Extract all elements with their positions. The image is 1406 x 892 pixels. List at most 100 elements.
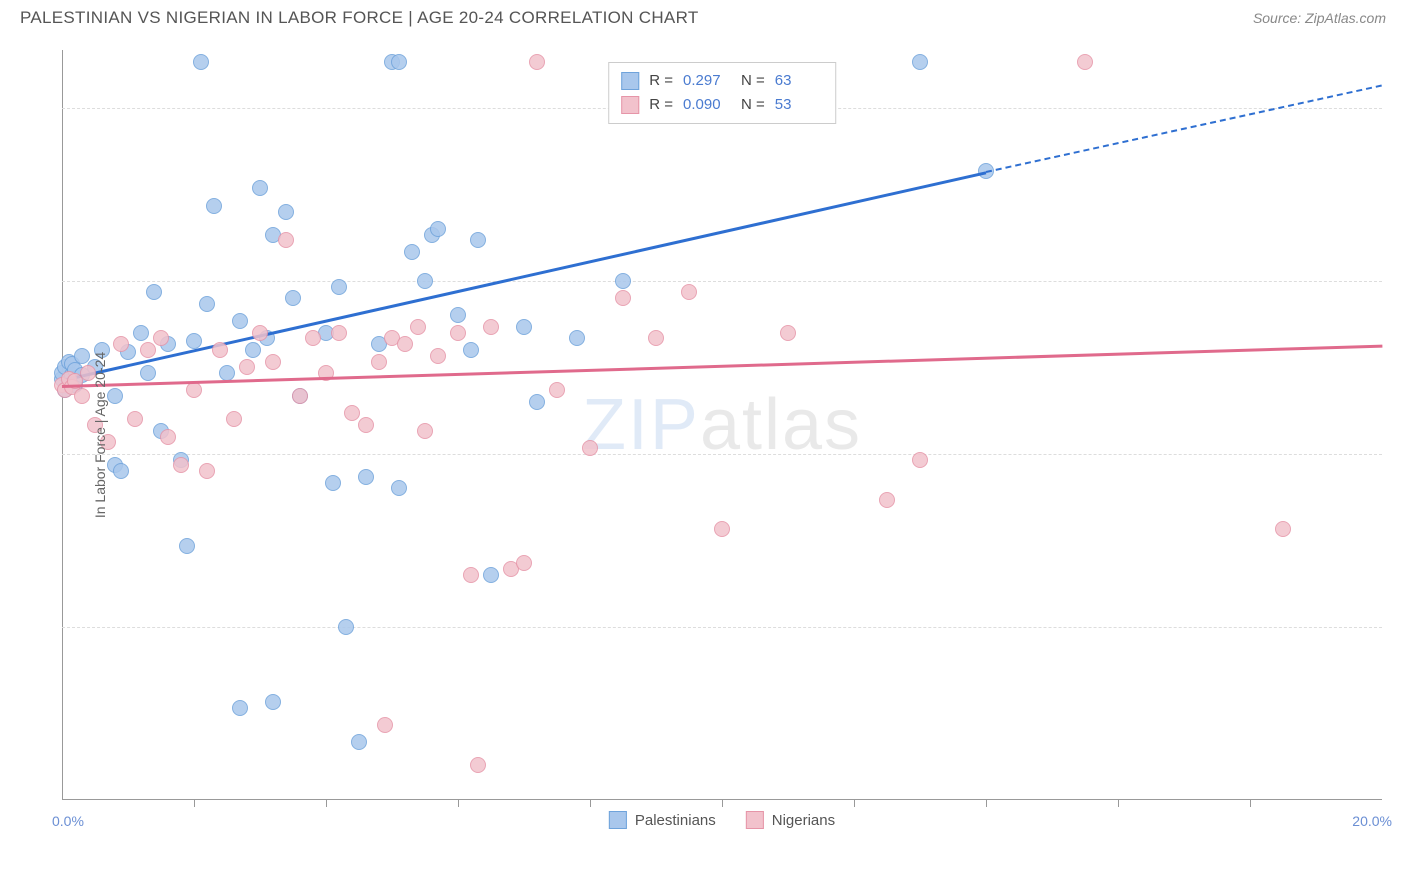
scatter-point-nigerians <box>278 232 294 248</box>
scatter-point-palestinians <box>219 365 235 381</box>
scatter-point-nigerians <box>113 336 129 352</box>
x-tick <box>986 799 987 807</box>
gridline <box>62 281 1382 282</box>
y-tick-label: 55.0% <box>1394 619 1406 635</box>
legend-n-label: N = <box>741 93 765 117</box>
scatter-point-palestinians <box>113 463 129 479</box>
scatter-point-nigerians <box>450 325 466 341</box>
scatter-point-palestinians <box>265 694 281 710</box>
legend-n-value: 53 <box>775 93 823 117</box>
scatter-point-palestinians <box>179 538 195 554</box>
scatter-point-nigerians <box>483 319 499 335</box>
scatter-point-nigerians <box>463 567 479 583</box>
x-tick <box>1250 799 1251 807</box>
scatter-point-nigerians <box>252 325 268 341</box>
scatter-point-nigerians <box>173 457 189 473</box>
scatter-point-palestinians <box>450 307 466 323</box>
scatter-point-nigerians <box>648 330 664 346</box>
x-tick <box>590 799 591 807</box>
scatter-point-palestinians <box>325 475 341 491</box>
scatter-point-palestinians <box>140 365 156 381</box>
scatter-point-palestinians <box>463 342 479 358</box>
scatter-point-nigerians <box>529 54 545 70</box>
scatter-point-palestinians <box>252 180 268 196</box>
legend-series-label: Nigerians <box>772 812 835 829</box>
scatter-point-nigerians <box>615 290 631 306</box>
scatter-point-nigerians <box>780 325 796 341</box>
scatter-point-nigerians <box>292 388 308 404</box>
scatter-point-nigerians <box>226 411 242 427</box>
legend-r-value: 0.297 <box>683 69 731 93</box>
plot-area: ZIPatlas 55.0%70.0%85.0%100.0%0.0%20.0%R… <box>62 50 1382 800</box>
scatter-point-nigerians <box>160 429 176 445</box>
trend-line-palestinians <box>62 171 987 381</box>
scatter-point-nigerians <box>410 319 426 335</box>
scatter-point-nigerians <box>239 359 255 375</box>
x-tick <box>326 799 327 807</box>
scatter-point-palestinians <box>278 204 294 220</box>
x-tick <box>722 799 723 807</box>
scatter-point-nigerians <box>714 521 730 537</box>
watermark-atlas: atlas <box>700 385 862 465</box>
y-tick-label: 70.0% <box>1394 446 1406 462</box>
x-axis-max-label: 20.0% <box>1352 813 1392 829</box>
scatter-point-palestinians <box>569 330 585 346</box>
scatter-point-nigerians <box>879 492 895 508</box>
x-axis-min-label: 0.0% <box>52 813 84 829</box>
scatter-point-nigerians <box>305 330 321 346</box>
scatter-point-palestinians <box>391 480 407 496</box>
scatter-point-nigerians <box>549 382 565 398</box>
scatter-point-palestinians <box>232 313 248 329</box>
y-tick-label: 85.0% <box>1394 273 1406 289</box>
scatter-point-nigerians <box>153 330 169 346</box>
chart-header: PALESTINIAN VS NIGERIAN IN LABOR FORCE |… <box>0 0 1406 32</box>
scatter-point-palestinians <box>470 232 486 248</box>
scatter-point-palestinians <box>516 319 532 335</box>
chart-container: ZIPatlas 55.0%70.0%85.0%100.0%0.0%20.0%R… <box>62 40 1382 830</box>
scatter-point-palestinians <box>912 54 928 70</box>
legend-r-value: 0.090 <box>683 93 731 117</box>
legend-r-label: R = <box>649 93 673 117</box>
scatter-point-palestinians <box>107 388 123 404</box>
scatter-point-nigerians <box>358 417 374 433</box>
scatter-point-palestinians <box>404 244 420 260</box>
scatter-point-nigerians <box>417 423 433 439</box>
x-tick <box>194 799 195 807</box>
scatter-point-nigerians <box>74 388 90 404</box>
scatter-point-nigerians <box>681 284 697 300</box>
scatter-point-nigerians <box>212 342 228 358</box>
legend-stats-row: R = 0.090 N = 53 <box>621 93 823 117</box>
legend-swatch <box>621 96 639 114</box>
scatter-point-palestinians <box>74 348 90 364</box>
scatter-point-nigerians <box>912 452 928 468</box>
scatter-point-palestinians <box>351 734 367 750</box>
y-tick-label: 100.0% <box>1394 100 1406 116</box>
scatter-point-nigerians <box>140 342 156 358</box>
scatter-point-nigerians <box>344 405 360 421</box>
legend-series-label: Palestinians <box>635 812 716 829</box>
scatter-point-nigerians <box>470 757 486 773</box>
y-axis-line <box>62 50 63 799</box>
scatter-point-palestinians <box>245 342 261 358</box>
legend-swatch <box>746 811 764 829</box>
scatter-point-nigerians <box>1275 521 1291 537</box>
legend-swatch <box>609 811 627 829</box>
legend-r-label: R = <box>649 69 673 93</box>
scatter-point-palestinians <box>232 700 248 716</box>
scatter-point-palestinians <box>391 54 407 70</box>
scatter-point-nigerians <box>430 348 446 364</box>
scatter-point-palestinians <box>146 284 162 300</box>
watermark-zip: ZIP <box>582 385 700 465</box>
scatter-point-nigerians <box>265 354 281 370</box>
scatter-point-nigerians <box>1077 54 1093 70</box>
scatter-point-nigerians <box>397 336 413 352</box>
scatter-point-palestinians <box>133 325 149 341</box>
x-tick <box>1118 799 1119 807</box>
gridline <box>62 454 1382 455</box>
scatter-point-palestinians <box>417 273 433 289</box>
gridline <box>62 627 1382 628</box>
scatter-point-palestinians <box>430 221 446 237</box>
scatter-point-palestinians <box>186 333 202 349</box>
scatter-point-nigerians <box>331 325 347 341</box>
scatter-point-palestinians <box>331 279 347 295</box>
